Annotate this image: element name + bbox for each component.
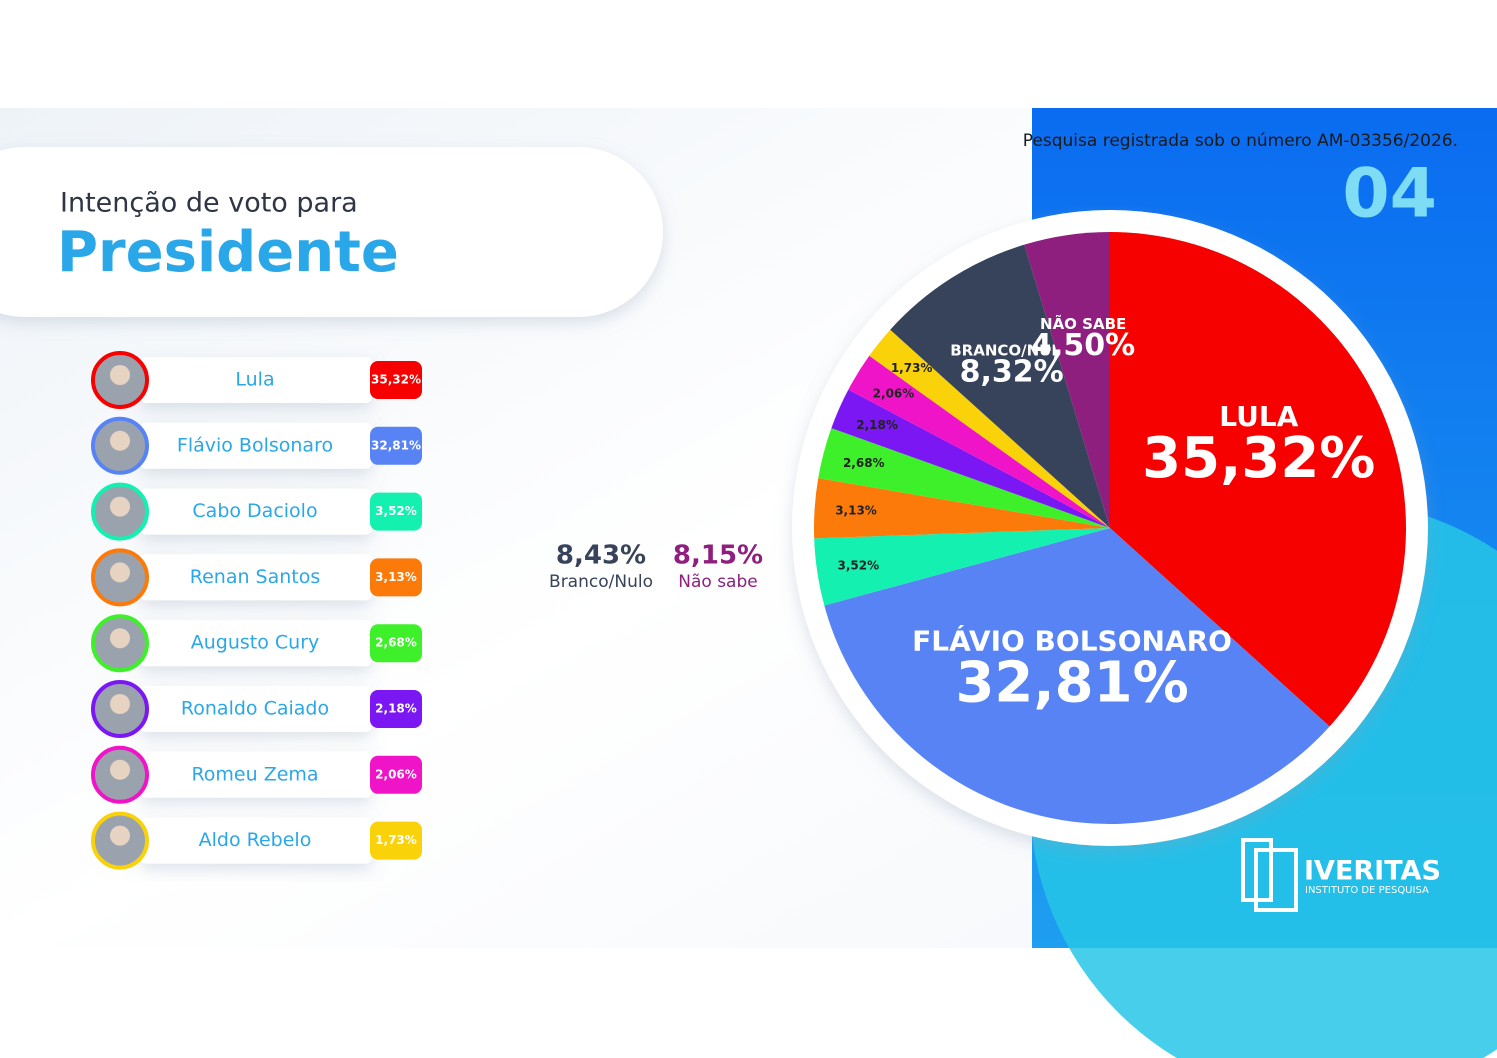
slice-name: NÃO SABE <box>1040 314 1126 333</box>
side-label: Não sabe <box>678 572 757 592</box>
pie-slice <box>1024 232 1110 528</box>
name-pill <box>140 554 372 601</box>
slice-value: 8,32% <box>960 355 1064 390</box>
slice-value: 1,73% <box>891 361 933 375</box>
value-badge <box>370 821 422 860</box>
name-pill <box>140 751 372 798</box>
candidate-value: 3,13% <box>375 570 417 584</box>
avatar-head <box>110 496 130 517</box>
slice-value: 3,52% <box>837 559 879 573</box>
name-pill <box>140 817 372 864</box>
avatar-head <box>110 694 130 714</box>
candidate-name: Flávio Bolsonaro <box>177 434 333 456</box>
candidate-name: Cabo Daciolo <box>192 500 317 522</box>
header-title: Presidente <box>57 220 399 285</box>
logo-tagline: INSTITUTO DE PESQUISA <box>1305 885 1429 896</box>
candidate-value: 35,32% <box>371 373 421 387</box>
name-pill <box>140 357 372 403</box>
logo-mark <box>1254 848 1298 912</box>
name-pill <box>140 488 372 535</box>
pie-slice <box>848 355 1110 528</box>
candidate-value: 1,73% <box>375 833 417 847</box>
slice-value: 3,13% <box>835 503 877 517</box>
side-value: 8,15% <box>673 541 763 571</box>
pie-slice <box>818 428 1110 528</box>
slice-name: BRANCO/NULO <box>950 342 1073 360</box>
header-pill <box>0 147 663 317</box>
pie-slice <box>814 478 1110 539</box>
avatar-head <box>110 628 130 649</box>
slice-value: 32,81% <box>955 650 1188 715</box>
slice-value: 35,32% <box>1142 426 1375 491</box>
candidate-value: 32,81% <box>371 438 421 452</box>
candidate-name: Lula <box>235 369 274 391</box>
pie-slice <box>890 244 1110 529</box>
registration: Pesquisa registrada sob o número AM-0335… <box>1023 131 1458 151</box>
candidate-name: Romeu Zema <box>191 763 318 785</box>
slice-name: LULA <box>1219 400 1298 433</box>
side-value: 8,43% <box>556 541 646 571</box>
avatar-head <box>110 365 130 385</box>
name-pill <box>140 422 372 469</box>
slice-name: FLÁVIO BOLSONARO <box>912 623 1232 657</box>
value-badge <box>370 755 422 794</box>
candidate-value: 2,06% <box>375 767 417 781</box>
ranking-list: Lula 35,32% Flávio Bolsonaro 32,81% Cabo Dac… <box>91 351 422 870</box>
pie-slice <box>814 528 1110 606</box>
logo-name: IVERITAS <box>1304 856 1441 887</box>
candidate-name: Aldo Rebelo <box>199 829 312 851</box>
value-badge <box>370 690 422 728</box>
slice-value: 2,18% <box>856 418 898 432</box>
pie-slice <box>869 329 1110 528</box>
avatar-head <box>110 562 130 583</box>
side-label: Branco/Nulo <box>549 572 653 592</box>
avatar-head <box>110 430 130 451</box>
slice-value: 2,68% <box>843 456 885 470</box>
value-badge <box>370 361 422 399</box>
value-badge <box>370 558 422 597</box>
logo: IVERITAS INSTITUTO DE PESQUISA <box>1241 838 1441 912</box>
candidate-name: Ronaldo Caiado <box>181 698 329 720</box>
name-pill <box>140 620 372 667</box>
value-badge <box>370 492 422 531</box>
slice-value: 2,06% <box>873 387 915 401</box>
candidate-value: 2,68% <box>375 636 417 650</box>
page-number: 04 <box>1342 155 1437 234</box>
name-pill <box>140 686 372 732</box>
value-badge <box>370 426 422 465</box>
value-badge <box>370 624 422 663</box>
candidate-name: Augusto Cury <box>191 632 320 654</box>
avatar-head <box>110 825 130 846</box>
slice-value: 4,50% <box>1031 328 1135 363</box>
side-stats: 8,43%Branco/Nulo 8,15%Não sabe <box>549 541 763 593</box>
avatar-head <box>110 759 130 780</box>
header-subtitle: Intenção de voto para <box>60 188 358 219</box>
candidate-name: Renan Santos <box>190 566 321 588</box>
pie-slice <box>1110 232 1407 727</box>
pie-slice <box>824 528 1330 825</box>
candidate-value: 3,52% <box>375 504 417 518</box>
candidate-value: 2,18% <box>375 702 417 716</box>
pie-slice <box>831 389 1110 528</box>
